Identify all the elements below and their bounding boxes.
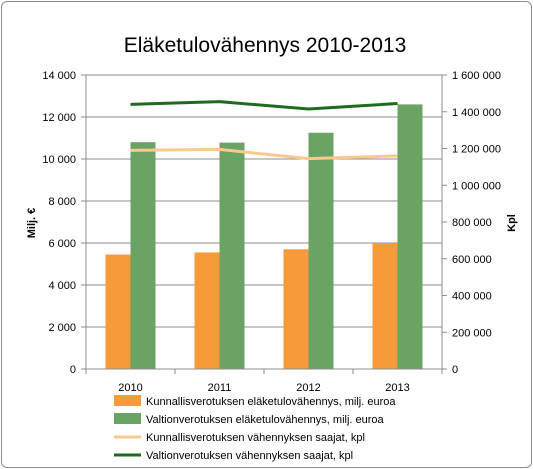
y2-tick-label: 1 000 000	[452, 180, 501, 192]
y2-tick-label: 200 000	[452, 327, 492, 339]
y-tick-label: 14 000	[42, 70, 76, 82]
y-tick-label: 10 000	[42, 154, 76, 166]
bar-kunnallis-2013	[372, 243, 398, 369]
bar-valtion-2011	[219, 142, 245, 369]
x-tick-label: 2010	[118, 382, 142, 394]
bar-valtion-2013	[397, 104, 423, 370]
chart-title: Eläketulovähennys 2010-2013	[124, 34, 407, 57]
y2-tick-label: 600 000	[452, 254, 492, 266]
y2-tick-label: 1 200 000	[452, 144, 501, 156]
x-tick-label: 2013	[385, 382, 409, 394]
y-tick-label: 8 000	[48, 196, 76, 208]
bar-valtion-2012	[308, 132, 334, 369]
x-tick-label: 2011	[208, 382, 232, 394]
y2-tick-label: 400 000	[452, 291, 492, 303]
legend-swatch-1	[114, 413, 141, 424]
bar-kunnallis-2011	[194, 252, 220, 369]
legend-label: Kunnallisverotuksen vähennyksen saajat, …	[146, 432, 365, 444]
series-line-3	[130, 100, 398, 111]
y2-tick-label: 0	[452, 364, 458, 376]
y-tick-label: 2 000	[48, 322, 76, 334]
bar-kunnallis-2012	[283, 249, 309, 369]
legend-label: Kunnallisverotuksen eläketulovähennys, m…	[146, 396, 396, 408]
x-tick-label: 2012	[296, 382, 320, 394]
series-line-2	[130, 147, 398, 161]
bar-valtion-2010	[130, 142, 156, 369]
y2-tick-label: 1 400 000	[452, 107, 501, 119]
legend-label: Valtionverotuksen eläketulovähennys, mil…	[146, 414, 385, 426]
y-tick-label: 12 000	[42, 112, 76, 124]
y2-axis-title: Kpl	[506, 214, 518, 232]
y-tick-label: 0	[70, 364, 76, 376]
y2-tick-label: 800 000	[452, 217, 492, 229]
y-tick-label: 6 000	[48, 238, 76, 250]
y-axis-title: Milj. €	[26, 208, 38, 239]
legend-swatch-0	[114, 395, 141, 406]
y2-tick-label: 1 600 000	[452, 70, 501, 82]
legend-label: Valtionverotuksen vähennyksen saajat, kp…	[146, 450, 353, 462]
y-tick-label: 4 000	[48, 280, 76, 292]
bar-kunnallis-2010	[105, 254, 131, 369]
